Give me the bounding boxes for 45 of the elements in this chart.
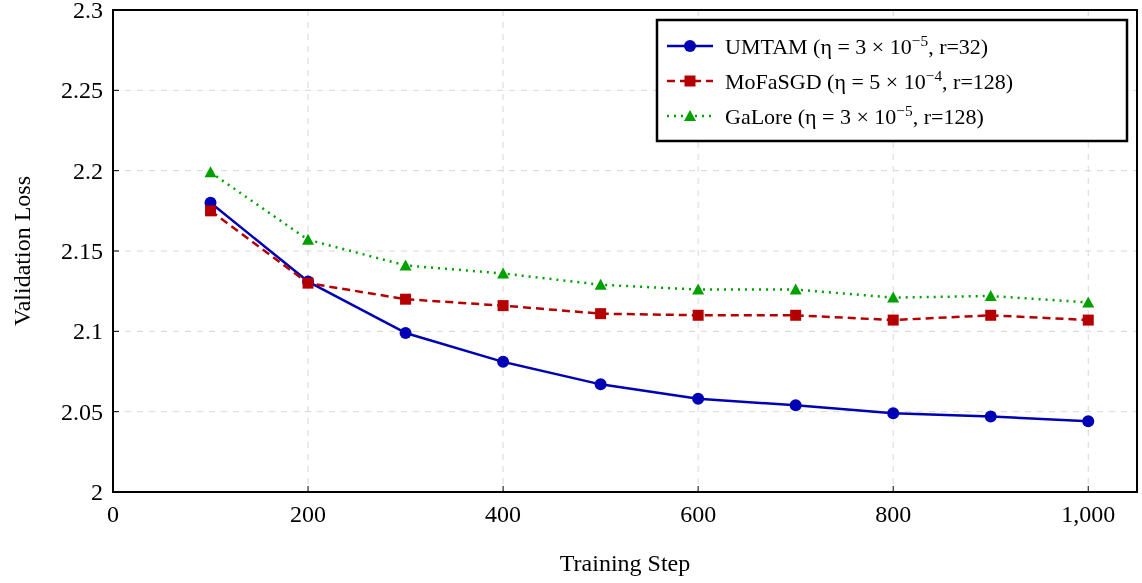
- y-tick-label: 2.25: [61, 77, 103, 104]
- point: [594, 278, 607, 290]
- point: [984, 410, 997, 423]
- point: [790, 309, 802, 321]
- point: [1082, 415, 1095, 428]
- point: [887, 314, 899, 326]
- legend-label: GaLore (η = 3 × 10$^{−5}$, r=128): [725, 101, 984, 129]
- y-tick-label: 2: [91, 479, 103, 505]
- point: [497, 267, 510, 279]
- point: [887, 407, 900, 420]
- x-tick-label: 400: [485, 501, 522, 527]
- point: [302, 233, 315, 245]
- point: [692, 309, 704, 321]
- y-tick-label: 2.2: [73, 157, 103, 184]
- point: [399, 326, 412, 339]
- x-tick-label: 600: [680, 501, 717, 527]
- x-tick-label: 0: [107, 501, 119, 527]
- point: [692, 392, 705, 405]
- legend-label: MoFaSGD (η = 5 × 10$^{−4}$, r=128): [725, 66, 1014, 94]
- y-tick-label: 2.15: [61, 238, 103, 264]
- y-tick-label: 2.1: [73, 318, 103, 345]
- point: [497, 355, 510, 368]
- point: [789, 399, 802, 412]
- point: [984, 289, 997, 301]
- point: [1082, 296, 1095, 308]
- x-axis-title: Training Step: [559, 550, 691, 576]
- point: [594, 378, 607, 391]
- point: [789, 283, 802, 295]
- point: [887, 291, 900, 303]
- point: [399, 259, 412, 271]
- point: [595, 308, 607, 320]
- point: [400, 293, 412, 305]
- point: [497, 300, 509, 312]
- y-tick-label: 2.05: [61, 398, 103, 425]
- x-tick-label: 800: [875, 501, 912, 527]
- point: [692, 283, 705, 295]
- point: [1082, 314, 1094, 326]
- point: [204, 166, 217, 178]
- y-axis-title: Validation Loss: [9, 176, 35, 326]
- point: [985, 309, 997, 321]
- x-tick-label: 1,000: [1061, 501, 1116, 527]
- point: [205, 205, 217, 217]
- legend-label: UMTAM (η = 3 × 10$^{−5}$, r=32): [725, 31, 989, 59]
- x-tick-label: 200: [290, 501, 327, 527]
- y-tick-label: 2.3: [73, 0, 103, 23]
